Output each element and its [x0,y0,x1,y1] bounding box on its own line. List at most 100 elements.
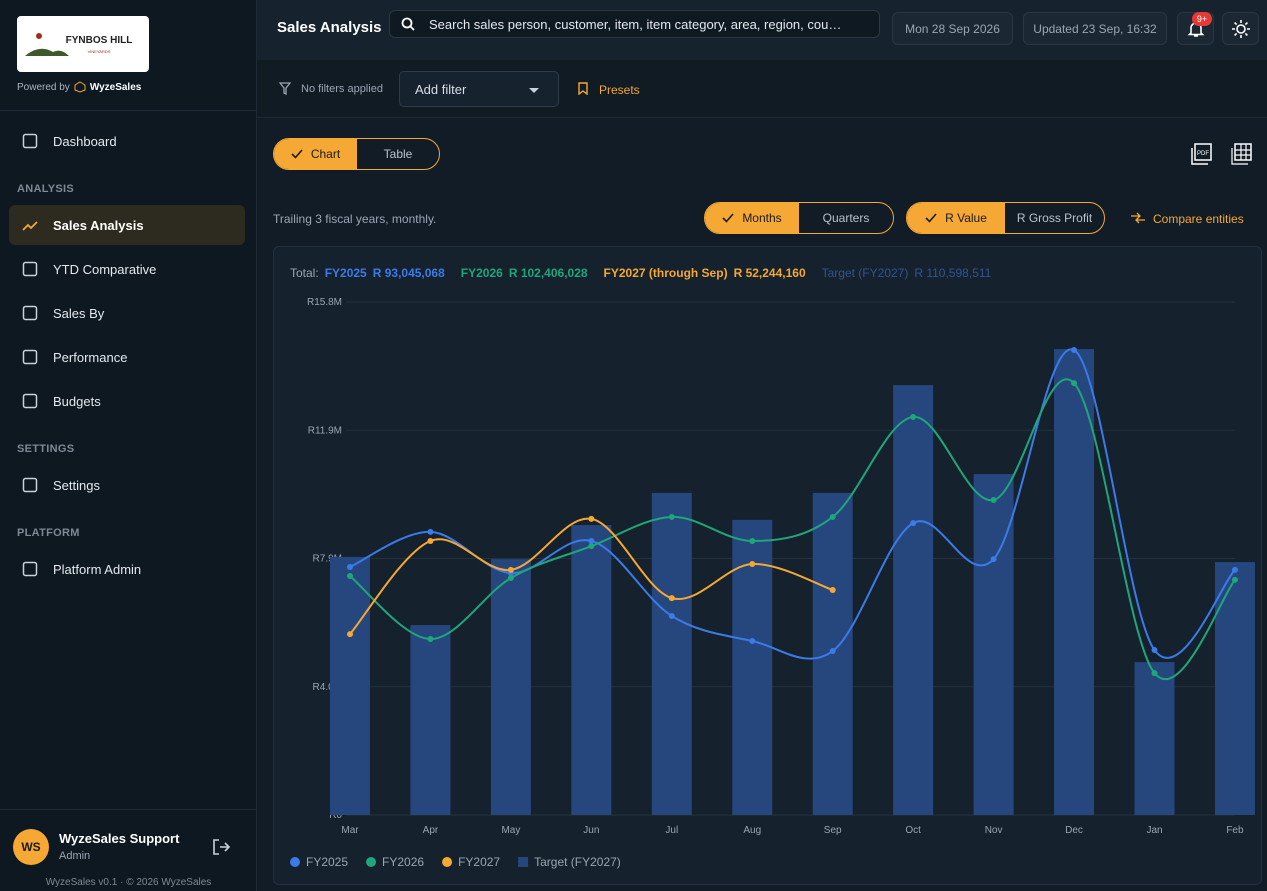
excel-export[interactable] [1231,143,1253,165]
nav-section: SETTINGS [17,443,74,455]
nav-section-label: ANALYSIS [17,183,75,195]
quarters-tab[interactable]: Quarters [822,211,870,225]
check [291,149,303,159]
add-filter[interactable]: Add filter [399,71,559,107]
caret [529,88,539,93]
point [347,573,353,580]
point [507,566,514,573]
nav-item-label: Sales By [53,305,105,321]
value-tab[interactable]: R Value [907,203,1005,233]
point [910,520,917,527]
months-label: Months [742,211,782,225]
total-amount: R 110,598,511 [914,266,991,280]
total-amount: R 102,406,028 [509,266,588,280]
point [829,513,836,520]
sun [1231,19,1250,38]
x-tick-label: Oct [905,825,921,836]
x-tick-label: Aug [743,825,761,836]
point [427,636,434,643]
nav-item[interactable]: Settings [9,465,245,505]
period-toggle: Months Quarters [704,202,894,234]
presets[interactable]: Presets [599,83,640,97]
point [507,574,514,581]
point [347,631,353,638]
user-role: Admin [59,850,91,862]
nav-icon [22,261,38,277]
compare-icon [1131,212,1145,224]
point [668,612,675,619]
point [1231,566,1238,573]
chart-tab-label: Chart [310,147,341,161]
bookmark [578,82,588,95]
bar [410,625,451,815]
point [990,497,997,504]
nav-item[interactable]: Sales Analysis [9,205,245,245]
badge: 9+ [1192,12,1212,26]
pdf-export[interactable]: PDF [1191,143,1213,165]
legend-swatch [442,857,453,867]
x-tick-label: May [501,825,520,836]
powered-by: Powered by WyzeSales [17,81,141,93]
bar [490,559,531,815]
point [588,543,595,550]
nav-item[interactable]: Performance [9,337,245,377]
divider [0,809,257,810]
nav-item-label: Budgets [53,393,101,409]
x-tick-label: Apr [423,825,439,836]
theme-toggle[interactable] [1222,12,1259,45]
nav-item[interactable]: Platform Admin [9,549,245,589]
months-tab[interactable]: Months [705,203,799,233]
nav-icon [22,221,38,231]
point [427,537,434,544]
user-name: WyzeSales Support [59,831,180,846]
logout[interactable] [211,837,231,857]
search[interactable]: Search sales person, customer, item, ite… [389,10,880,38]
nav-icon [22,477,38,493]
gp-tab[interactable]: R Gross Profit [1016,211,1093,225]
y-tick-label: R4.0M [313,682,342,693]
point [829,586,836,593]
line [349,348,1236,660]
nav-item[interactable]: Sales By [9,293,245,333]
nav-item-label: Performance [53,349,128,365]
nav-item-label: Dashboard [53,133,117,149]
compare-entities[interactable]: Compare entities [1153,212,1244,226]
y-tick-label: R7.9M [313,554,342,565]
point [1151,670,1158,677]
chart-tab[interactable]: Chart [274,139,357,169]
brand: WyzeSales [89,81,142,93]
nav-icon [22,133,38,149]
search-icon [401,17,415,31]
nav-section: ANALYSIS [17,183,74,195]
legend-label: FY2025 [306,855,348,869]
caption: Trailing 3 fiscal years, monthly. [273,212,437,226]
y-tick-label: R11.9M [308,425,342,436]
point [1151,647,1158,654]
point [749,537,756,544]
total-amount: R 93,045,068 [373,266,445,280]
point [347,563,353,570]
total-amount: R 52,244,160 [734,266,806,280]
brand-icon [74,81,86,93]
nav-item[interactable]: Budgets [9,381,245,421]
nav-item[interactable]: Dashboard [9,121,245,161]
nav-item[interactable]: YTD Comparative [9,249,245,289]
legend-item: FY2025 [290,855,348,869]
x-tick-label: Sep [824,825,842,836]
nav-icon [22,349,38,365]
table-tab[interactable]: Table [383,147,413,161]
legend-label: Target (FY2027) [534,855,621,869]
legend-swatch [290,857,300,867]
point [749,561,756,568]
legend-label: FY2026 [382,855,424,869]
filter-status: No filters applied [301,83,383,95]
date: Mon 28 Sep 2026 [892,12,1013,45]
nav-section: PLATFORM [17,527,80,539]
nav-icon [22,305,38,321]
totals-label: Total: [290,266,319,280]
filter-icon [279,82,291,95]
total-name: FY2027 (through Sep) [604,266,728,280]
sidebar: FYNBOS HILL VINEYARDS Powered by WyzeSal… [0,0,257,891]
x-tick-label: Jan [1146,825,1162,836]
